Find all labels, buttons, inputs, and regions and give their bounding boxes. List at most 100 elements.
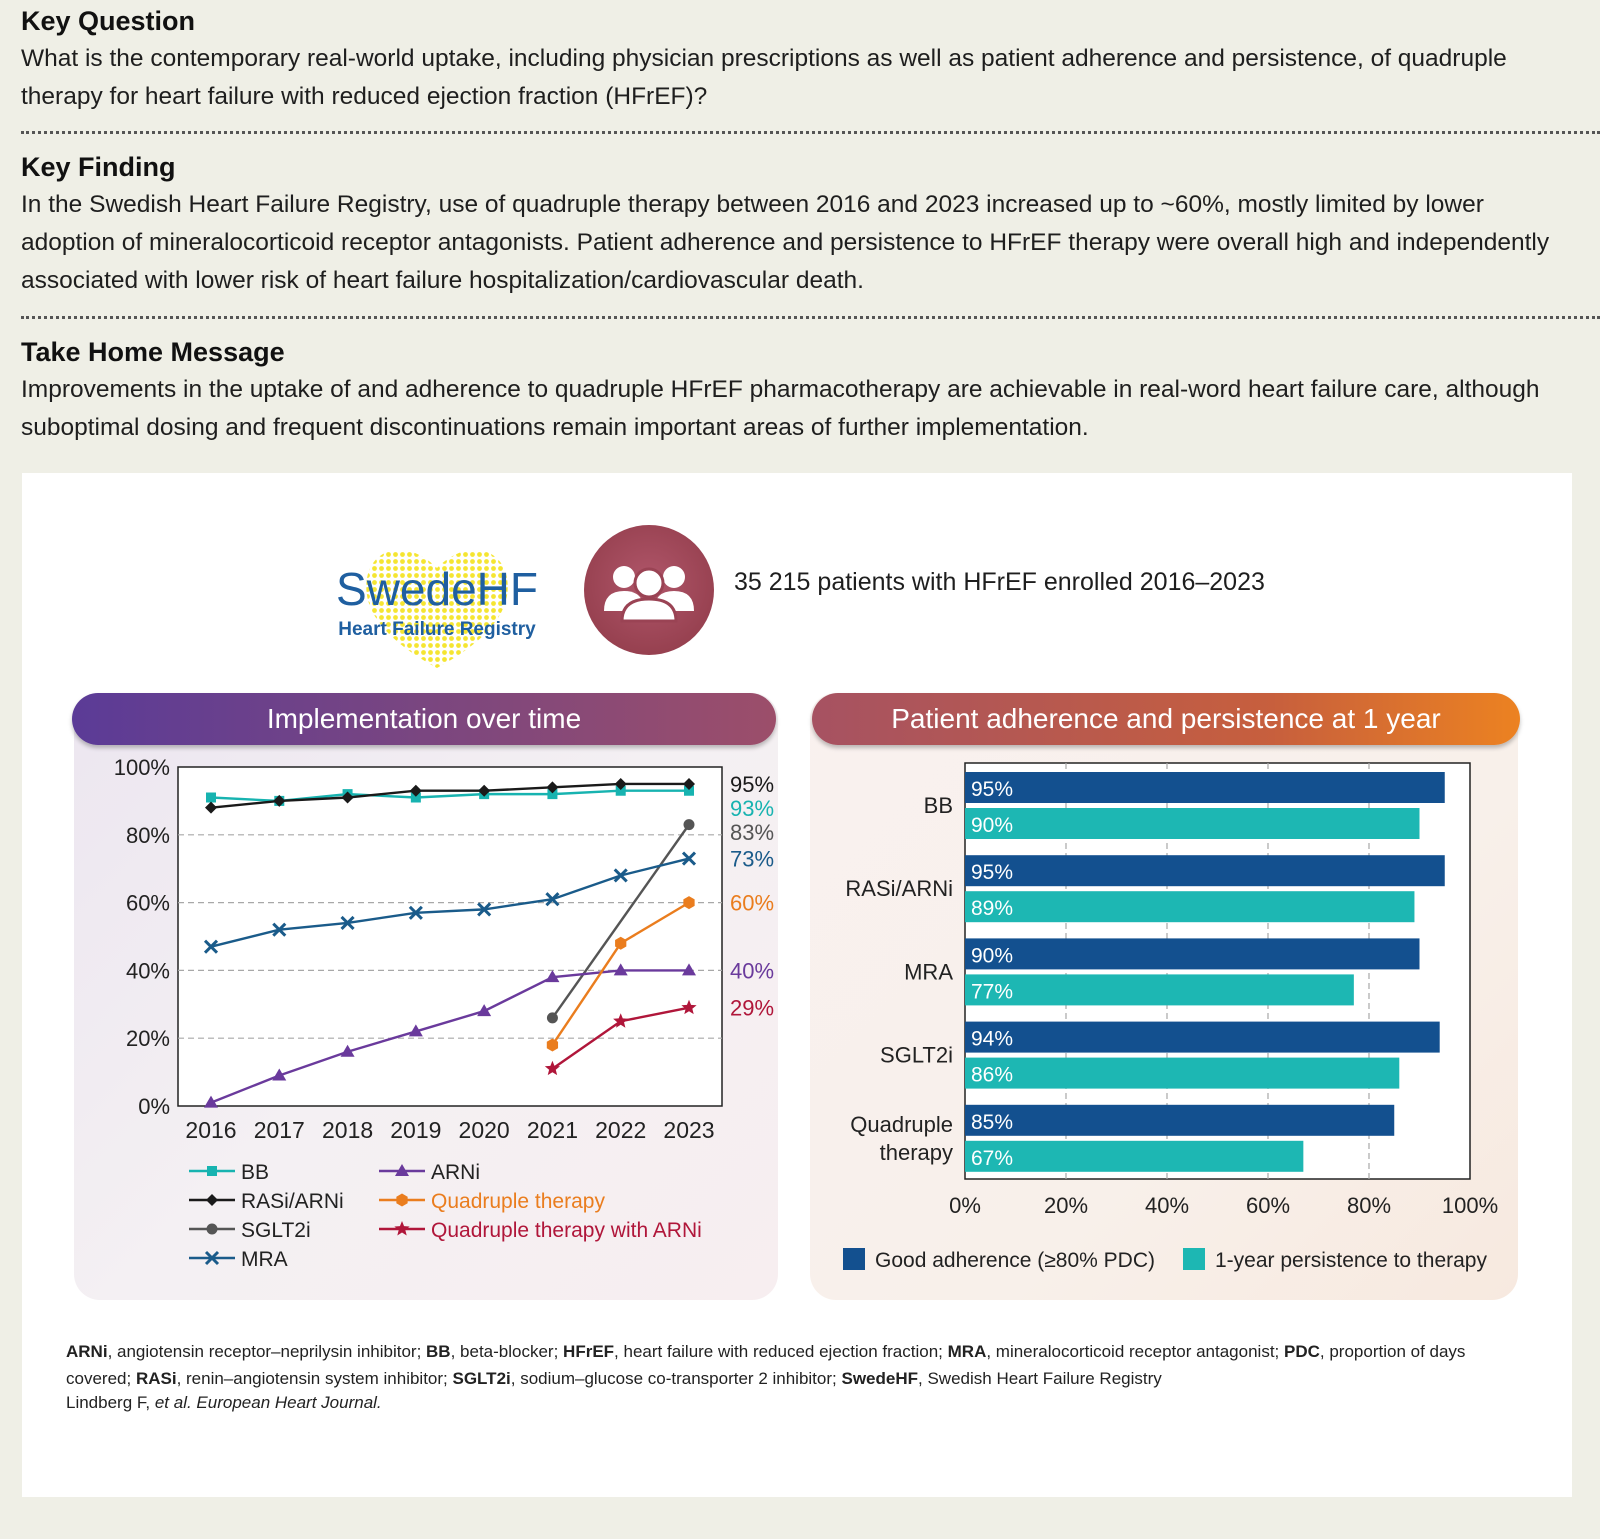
graphical-abstract-panel: SwedeHF Heart Failure Registry 35 215 pa… (22, 473, 1572, 1497)
category-label: therapy (880, 1140, 953, 1165)
adherence-title: Patient adherence and persistence at 1 y… (812, 693, 1520, 745)
bar-value-label: 94% (971, 1028, 1013, 1051)
legend-swatch (843, 1248, 865, 1270)
series-line-mra (210, 857, 690, 948)
x-tick-label: 2020 (459, 1117, 510, 1143)
bar-value-label: 85% (971, 1111, 1013, 1134)
end-label-mra: 73% (730, 847, 774, 872)
series-line-arni (210, 969, 689, 1104)
point-quad (546, 1038, 559, 1052)
abbreviation: MRA (947, 1342, 987, 1361)
point-rasi (683, 777, 695, 790)
legend-item-mra: MRA (189, 1248, 288, 1271)
end-label-quad_arni: 29% (730, 996, 774, 1021)
point-mra (477, 902, 492, 917)
point-arni (204, 1095, 218, 1108)
key-question-section: Key Question What is the contemporary re… (21, 4, 1581, 116)
abbreviation-definition: , beta-blocker; (450, 1342, 564, 1361)
key-finding-heading: Key Finding (21, 152, 176, 182)
series-line-rasi (210, 782, 689, 809)
category-label: BB (924, 793, 953, 818)
abbreviation-definition: , mineralocorticoid receptor antagonist; (986, 1342, 1284, 1361)
bar-persistence (965, 808, 1420, 839)
key-question-heading: Key Question (21, 6, 196, 36)
series-mra (203, 851, 697, 954)
bar-group: 95% 89% RASi/ARNi (845, 855, 1445, 923)
bar-adherence (965, 1021, 1440, 1053)
bar-value-label: 90% (971, 814, 1013, 837)
patients-icon (604, 566, 694, 623)
point-arni (272, 1068, 287, 1081)
take-home-section: Take Home Message Improvements in the up… (21, 335, 1581, 447)
key-finding-text: In the Swedish Heart Failure Registry, u… (21, 191, 1550, 294)
abbreviation: ARNi (66, 1342, 108, 1361)
point-mra-stroke (545, 892, 560, 907)
implementation-title: Implementation over time (72, 693, 776, 745)
point-arni (408, 1024, 423, 1037)
end-label-arni: 40% (730, 958, 774, 983)
divider (21, 131, 1600, 134)
abbreviation-definition: , sodium–glucose co-transporter 2 inhibi… (510, 1369, 842, 1388)
point-quad_arni (544, 1060, 561, 1076)
legend-marker (395, 1164, 409, 1176)
bar-persistence (965, 1057, 1400, 1089)
point-bb (410, 792, 421, 803)
bar-adherence (965, 938, 1420, 970)
bar-value-label: 77% (971, 980, 1013, 1003)
key-finding-section: Key Finding In the Swedish Heart Failure… (21, 150, 1581, 300)
bar-group: 85% 67% Quadruple therapy (850, 1104, 1395, 1172)
take-home-heading: Take Home Message (21, 337, 285, 367)
series-quad (546, 896, 695, 1052)
legend-item-rasi: RASi/ARNi (189, 1190, 344, 1213)
abbreviation: SGLT2i (452, 1369, 511, 1388)
point-mra-stroke (613, 868, 628, 883)
point-mra (340, 915, 355, 931)
bar-value-label: 90% (971, 944, 1013, 967)
category-label: MRA (904, 959, 953, 984)
point-quad_arni (681, 999, 697, 1015)
point-arni (477, 1004, 492, 1017)
legend-swatch (1183, 1248, 1205, 1270)
logo-sub-text: Heart Failure Registry (338, 619, 536, 640)
legend-item-persistence: 1-year persistence to therapy (1183, 1248, 1487, 1272)
take-home-text: Improvements in the uptake of and adhere… (21, 376, 1540, 441)
point-mra (203, 939, 219, 954)
point-mra-stroke (681, 851, 697, 866)
legend-item-adherence: Good adherence (≥80% PDC) (843, 1248, 1155, 1272)
bar-value-label: 95% (971, 778, 1013, 801)
x-tick-label: 2021 (527, 1117, 578, 1143)
abbreviation: PDC (1284, 1342, 1320, 1361)
point-rasi (546, 781, 559, 794)
point-mra (545, 892, 560, 907)
legend-marker (396, 1193, 408, 1207)
patients-badge (584, 525, 714, 655)
bar-value-label: 95% (971, 861, 1013, 884)
series-sglt2i (546, 819, 695, 1024)
enrollment-text: 35 215 patients with HFrEF enrolled 2016… (734, 568, 1265, 596)
plot-area (177, 766, 723, 1107)
point-arni (340, 1044, 355, 1057)
y-tick-label: 80% (126, 823, 170, 848)
series-line-sglt2i (551, 823, 690, 1019)
abbreviation: RASi (135, 1369, 177, 1388)
legend-label: SGLT2i (241, 1219, 311, 1242)
x-tick-label: 2022 (595, 1117, 646, 1143)
y-tick-label: 60% (126, 891, 170, 916)
bar-group: 95% 90% BB (924, 772, 1445, 839)
x-tick-label: 20% (1044, 1193, 1088, 1218)
end-label-quad: 60% (730, 891, 774, 916)
point-rasi (478, 784, 491, 797)
x-tick-label: 2019 (390, 1117, 441, 1143)
legend-item-quad: Quadruple therapy (379, 1190, 605, 1213)
bar-persistence (965, 891, 1415, 923)
adherence-bar-chart: 0% 20% 40% 60% 80% 100% 95% 90% BB 95% 89% RASi/ARN… (843, 762, 1498, 1272)
point-sglt2i (546, 1012, 558, 1024)
bar-value-label: 67% (971, 1147, 1013, 1170)
x-tick-label: 2018 (322, 1117, 373, 1143)
x-tick-label: 80% (1347, 1193, 1391, 1218)
legend-marker (394, 1221, 410, 1236)
bar-value-label: 86% (971, 1064, 1013, 1087)
x-tick-label: 60% (1246, 1193, 1290, 1218)
point-quad (683, 896, 695, 910)
y-tick-label: 100% (114, 755, 170, 780)
